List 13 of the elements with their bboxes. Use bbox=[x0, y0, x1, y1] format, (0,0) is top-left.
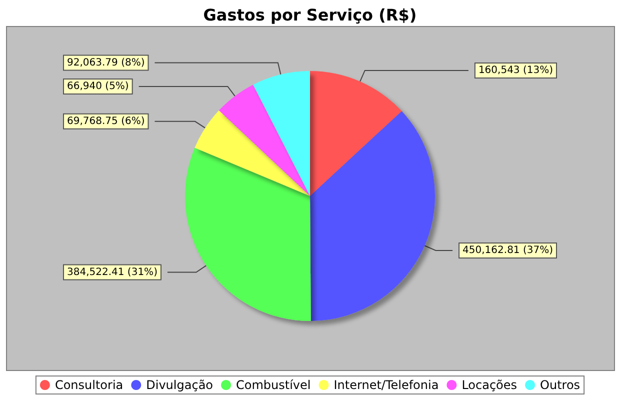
data-label: 69,768.75 (6%) bbox=[67, 116, 145, 127]
data-label: 92,063.79 (8%) bbox=[67, 57, 145, 68]
legend-label: Locações bbox=[462, 378, 518, 392]
legend-label: Internet/Telefonia bbox=[334, 378, 439, 392]
legend-label: Divulgação bbox=[146, 378, 214, 392]
chart-title: Gastos por Serviço (R$) bbox=[203, 6, 417, 24]
data-label: 160,543 (13%) bbox=[478, 64, 554, 76]
legend-label: Outros bbox=[540, 378, 580, 392]
data-label: 450,162.81 (37%) bbox=[462, 244, 554, 256]
legend-label: Consultoria bbox=[54, 378, 124, 392]
data-label: 384,522.41 (31%) bbox=[67, 266, 158, 278]
data-label: 66,940 (5%) bbox=[67, 80, 129, 92]
legend-label: Combustível bbox=[236, 378, 311, 392]
